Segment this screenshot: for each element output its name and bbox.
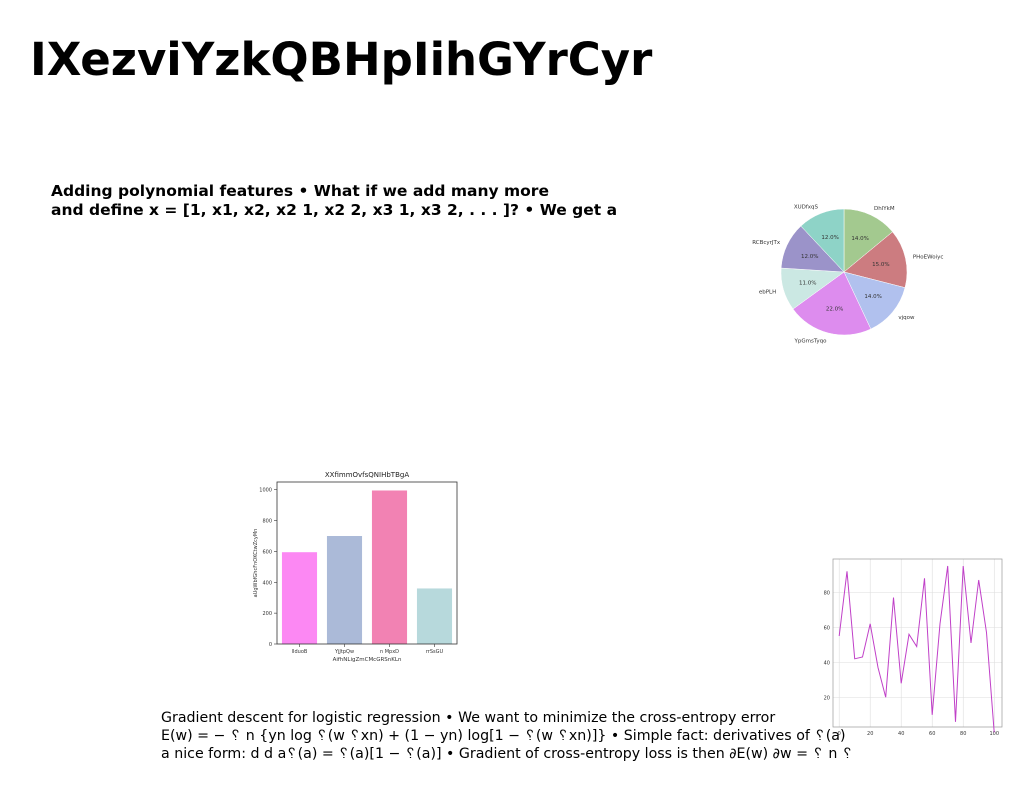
- pie-pct-label: 14.0%: [851, 236, 868, 242]
- text-line: a nice form: d d a␦(a) = ␦(a)[1 − ␦(a)] …: [161, 746, 854, 762]
- y-tick-label: 80: [824, 590, 830, 596]
- y-tick-label: 20: [824, 695, 830, 701]
- pie-category-label: DhlYkM: [874, 206, 895, 212]
- chart-title: XXfimmOvfsQNIHbTBgA: [325, 471, 409, 479]
- pie-slice: [843, 208, 893, 273]
- y-axis-label: aUgWbfGhcFnOKCtwZcyMn: [253, 529, 259, 598]
- x-tick-label: 40: [898, 731, 904, 737]
- x-tick-label: 100: [989, 731, 999, 737]
- y-tick-label: 200: [262, 611, 272, 617]
- pie-slice: [843, 231, 908, 288]
- x-tick-label: 20: [867, 731, 873, 737]
- y-tick-label: 600: [262, 549, 272, 555]
- y-tick-label: 1000: [259, 488, 272, 494]
- text-block-polynomial-features: Adding polynomial features • What if we …: [51, 182, 617, 220]
- y-tick-label: 800: [262, 519, 272, 525]
- y-tick-label: 0: [269, 642, 272, 648]
- plot-frame: [832, 558, 1003, 728]
- bar: [281, 552, 318, 644]
- x-tick-label: rrSsGU: [426, 649, 444, 655]
- pie-category-label: YpGmsTyqo: [793, 338, 827, 344]
- x-tick-label: n MpxD: [380, 649, 399, 655]
- bar: [326, 536, 363, 644]
- bar: [416, 588, 453, 644]
- line-chart: 0 20 40 60 80 100 20 40 60 80: [824, 558, 1003, 737]
- pie-pct-label: 15.0%: [872, 262, 889, 268]
- x-tick-label: 0: [838, 731, 841, 737]
- pie-pct-label: 11.0%: [799, 281, 816, 287]
- pie-chart: 14.0% DhlYkM 15.0% PHoEWoiyc 14.0% vjqow 22.0%…: [752, 204, 944, 344]
- x-tick-label: 80: [960, 731, 966, 737]
- pie-slice: [843, 271, 906, 330]
- x-axis-label: AifhNLigZmCMcGRSnKLn: [333, 657, 402, 663]
- pie-category-label: PHoEWoiyc: [913, 255, 944, 261]
- text-line: Adding polynomial features • What if we …: [51, 182, 549, 200]
- pie-pct-label: 14.0%: [864, 294, 881, 300]
- pie-category-label: vjqow: [898, 315, 915, 321]
- text-line: E(w) = − ␦ n {yn log ␦(w ␦xn) + (1 − yn)…: [161, 728, 846, 744]
- pie-category-label: RCBcyrJTx: [752, 240, 781, 246]
- y-tick-label: 60: [824, 625, 830, 631]
- x-tick-label: YjJtpQw: [334, 649, 354, 655]
- plot-frame: [276, 481, 458, 645]
- pie-slice: [800, 208, 845, 273]
- y-tick-label: 400: [262, 580, 272, 586]
- x-tick-label: 60: [929, 731, 935, 737]
- pie-pct-label: 12.0%: [821, 235, 838, 241]
- text-line: Gradient descent for logistic regression…: [161, 710, 776, 726]
- x-tick-label: lIduoB: [292, 649, 308, 655]
- series-line: [838, 565, 995, 733]
- pie-slice: [792, 271, 872, 336]
- text-block-gradient-descent: Gradient descent for logistic regression…: [161, 709, 853, 763]
- slide-title: IXezviYzkQBHpIihGYrCyr: [30, 33, 653, 86]
- bar: [371, 490, 408, 644]
- pie-category-label: XUDfxqS: [794, 204, 819, 210]
- bar-chart: XXfimmOvfsQNIHbTBgA 0 200 400 600 800 1000 lIdu…: [253, 471, 458, 663]
- pie-category-label: ebPLH: [759, 290, 776, 296]
- text-line: and define x = [1, x1, x2, x2 1, x2 2, x…: [51, 201, 618, 219]
- pie-pct-label: 22.0%: [826, 307, 843, 313]
- pie-pct-label: 12.0%: [801, 254, 818, 260]
- y-tick-label: 40: [824, 660, 830, 666]
